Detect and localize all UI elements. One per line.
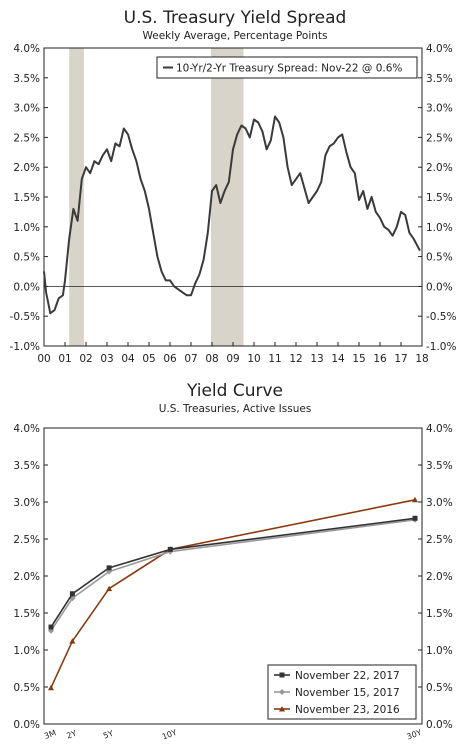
series-point: [106, 565, 112, 571]
y-tick-right: 3.5%: [426, 73, 453, 85]
series-point: [69, 591, 75, 597]
x-tick-label: 06: [163, 353, 177, 365]
spread-legend-box: [156, 56, 418, 79]
y-tick-right: 4.0%: [426, 43, 453, 55]
x-tick-label: 5Y: [102, 729, 115, 741]
y-tick-left: 2.5%: [13, 132, 40, 144]
yield-curve-subtitle: U.S. Treasuries, Active Issues: [159, 403, 312, 415]
y-tick-right: -1.0%: [426, 341, 456, 353]
x-tick-label: 3M: [43, 728, 57, 741]
series-point: [69, 638, 76, 644]
recession-band-1: [210, 48, 244, 346]
curve-legend-label-0: November 22, 2017: [295, 670, 400, 682]
y-tick-right: 1.0%: [426, 222, 453, 234]
x-tick-label: 17: [394, 353, 407, 365]
y-tick-right: 1.5%: [426, 192, 453, 204]
y-tick-right: 2.0%: [426, 571, 453, 583]
x-tick-label: 01: [58, 353, 71, 365]
x-tick-label: 10Y: [161, 728, 178, 742]
x-tick-label: 18: [415, 353, 428, 365]
x-tick-label: 16: [373, 353, 387, 365]
x-tick-label: 07: [184, 353, 197, 365]
yield-curve-chart: 4.0% 4.0% 3.5% 3.5% 3.0% 3.0% 2.5% 2.5% 2.0% 2.0%…: [13, 423, 452, 741]
x-tick-label: 05: [142, 353, 155, 365]
curve-legend-marker: [279, 672, 285, 678]
x-tick-label: 12: [289, 353, 302, 365]
x-tick-label: 11: [268, 353, 281, 365]
y-tick-left: 1.5%: [13, 192, 40, 204]
y-tick-left: 4.0%: [13, 43, 40, 55]
spread-chart: 4.0% 4.0% 3.5% 3.5% 3.0% 3.0% 2.5% 2.5% 2.0% 2.0%…: [10, 43, 457, 365]
x-tick-label: 13: [310, 353, 323, 365]
curve-legend-marker: [279, 689, 285, 695]
x-tick-label: 09: [226, 353, 239, 365]
curve-legend-label-2: November 23, 2016: [295, 704, 400, 716]
curve-legend-marker: [279, 706, 285, 712]
y-tick-right: 2.5%: [426, 132, 453, 144]
x-tick-label: 02: [79, 353, 92, 365]
series-point: [167, 546, 173, 552]
y-tick-left: 0.0%: [13, 281, 40, 293]
y-tick-left: 3.0%: [13, 103, 40, 115]
y-tick-left: 0.5%: [13, 252, 40, 264]
curve-legend-label-1: November 15, 2017: [295, 687, 400, 699]
x-tick-label: 15: [352, 353, 365, 365]
y-tick-left: 1.0%: [13, 645, 40, 657]
series-point: [48, 624, 54, 630]
series-point: [48, 684, 54, 691]
y-tick-left: 3.5%: [13, 73, 40, 85]
curve-legend-box: [267, 664, 417, 720]
series-point: [106, 585, 113, 592]
series-line-0: [50, 517, 416, 628]
y-tick-right: 3.0%: [426, 497, 453, 509]
x-tick-label: 00: [37, 353, 50, 365]
y-tick-left: 0.0%: [13, 719, 40, 731]
spread-chart-title: U.S. Treasury Yield Spread: [124, 8, 347, 28]
y-tick-left: 2.0%: [13, 571, 40, 583]
y-tick-left: 1.0%: [13, 222, 40, 234]
y-tick-left: 3.5%: [13, 460, 40, 472]
y-tick-left: 4.0%: [13, 423, 40, 435]
x-tick-label: 2Y: [65, 729, 78, 741]
y-tick-left: 1.5%: [13, 608, 40, 620]
y-tick-left: -1.0%: [10, 341, 40, 353]
y-tick-left: 3.0%: [13, 497, 40, 509]
y-tick-left: 0.5%: [13, 682, 40, 694]
x-tick-label: 14: [331, 353, 345, 365]
spread-chart-subtitle: Weekly Average, Percentage Points: [143, 30, 328, 42]
x-tick-label: 10: [247, 353, 260, 365]
spread-series-line: [43, 115, 421, 315]
y-tick-right: 4.0%: [426, 423, 453, 435]
y-tick-right: 3.5%: [426, 460, 453, 472]
y-tick-right: 1.0%: [426, 645, 453, 657]
x-tick-label: 08: [205, 353, 218, 365]
y-tick-left: 2.5%: [13, 534, 40, 546]
y-tick-right: 1.5%: [426, 608, 453, 620]
x-tick-label: 30Y: [406, 728, 423, 742]
y-tick-right: -0.5%: [426, 311, 456, 323]
series-line-2: [50, 499, 416, 689]
recession-band-0: [69, 48, 84, 346]
y-tick-right: 3.0%: [426, 103, 453, 115]
x-tick-label: 04: [121, 353, 135, 365]
x-tick-label: 03: [100, 353, 113, 365]
y-tick-right: 2.5%: [426, 534, 453, 546]
y-tick-left: -0.5%: [10, 311, 40, 323]
series-point: [412, 515, 418, 521]
y-tick-left: 2.0%: [13, 162, 40, 174]
y-tick-right: 0.5%: [426, 682, 453, 694]
y-tick-right: 2.0%: [426, 162, 453, 174]
spread-legend-label: 10-Yr/2-Yr Treasury Spread: Nov-22 @ 0.6…: [176, 63, 402, 75]
y-tick-right: 0.0%: [426, 281, 453, 293]
y-tick-right: 0.0%: [426, 719, 453, 731]
series-point: [412, 496, 418, 503]
y-tick-right: 0.5%: [426, 252, 453, 264]
yield-curve-title: Yield Curve: [186, 381, 283, 401]
